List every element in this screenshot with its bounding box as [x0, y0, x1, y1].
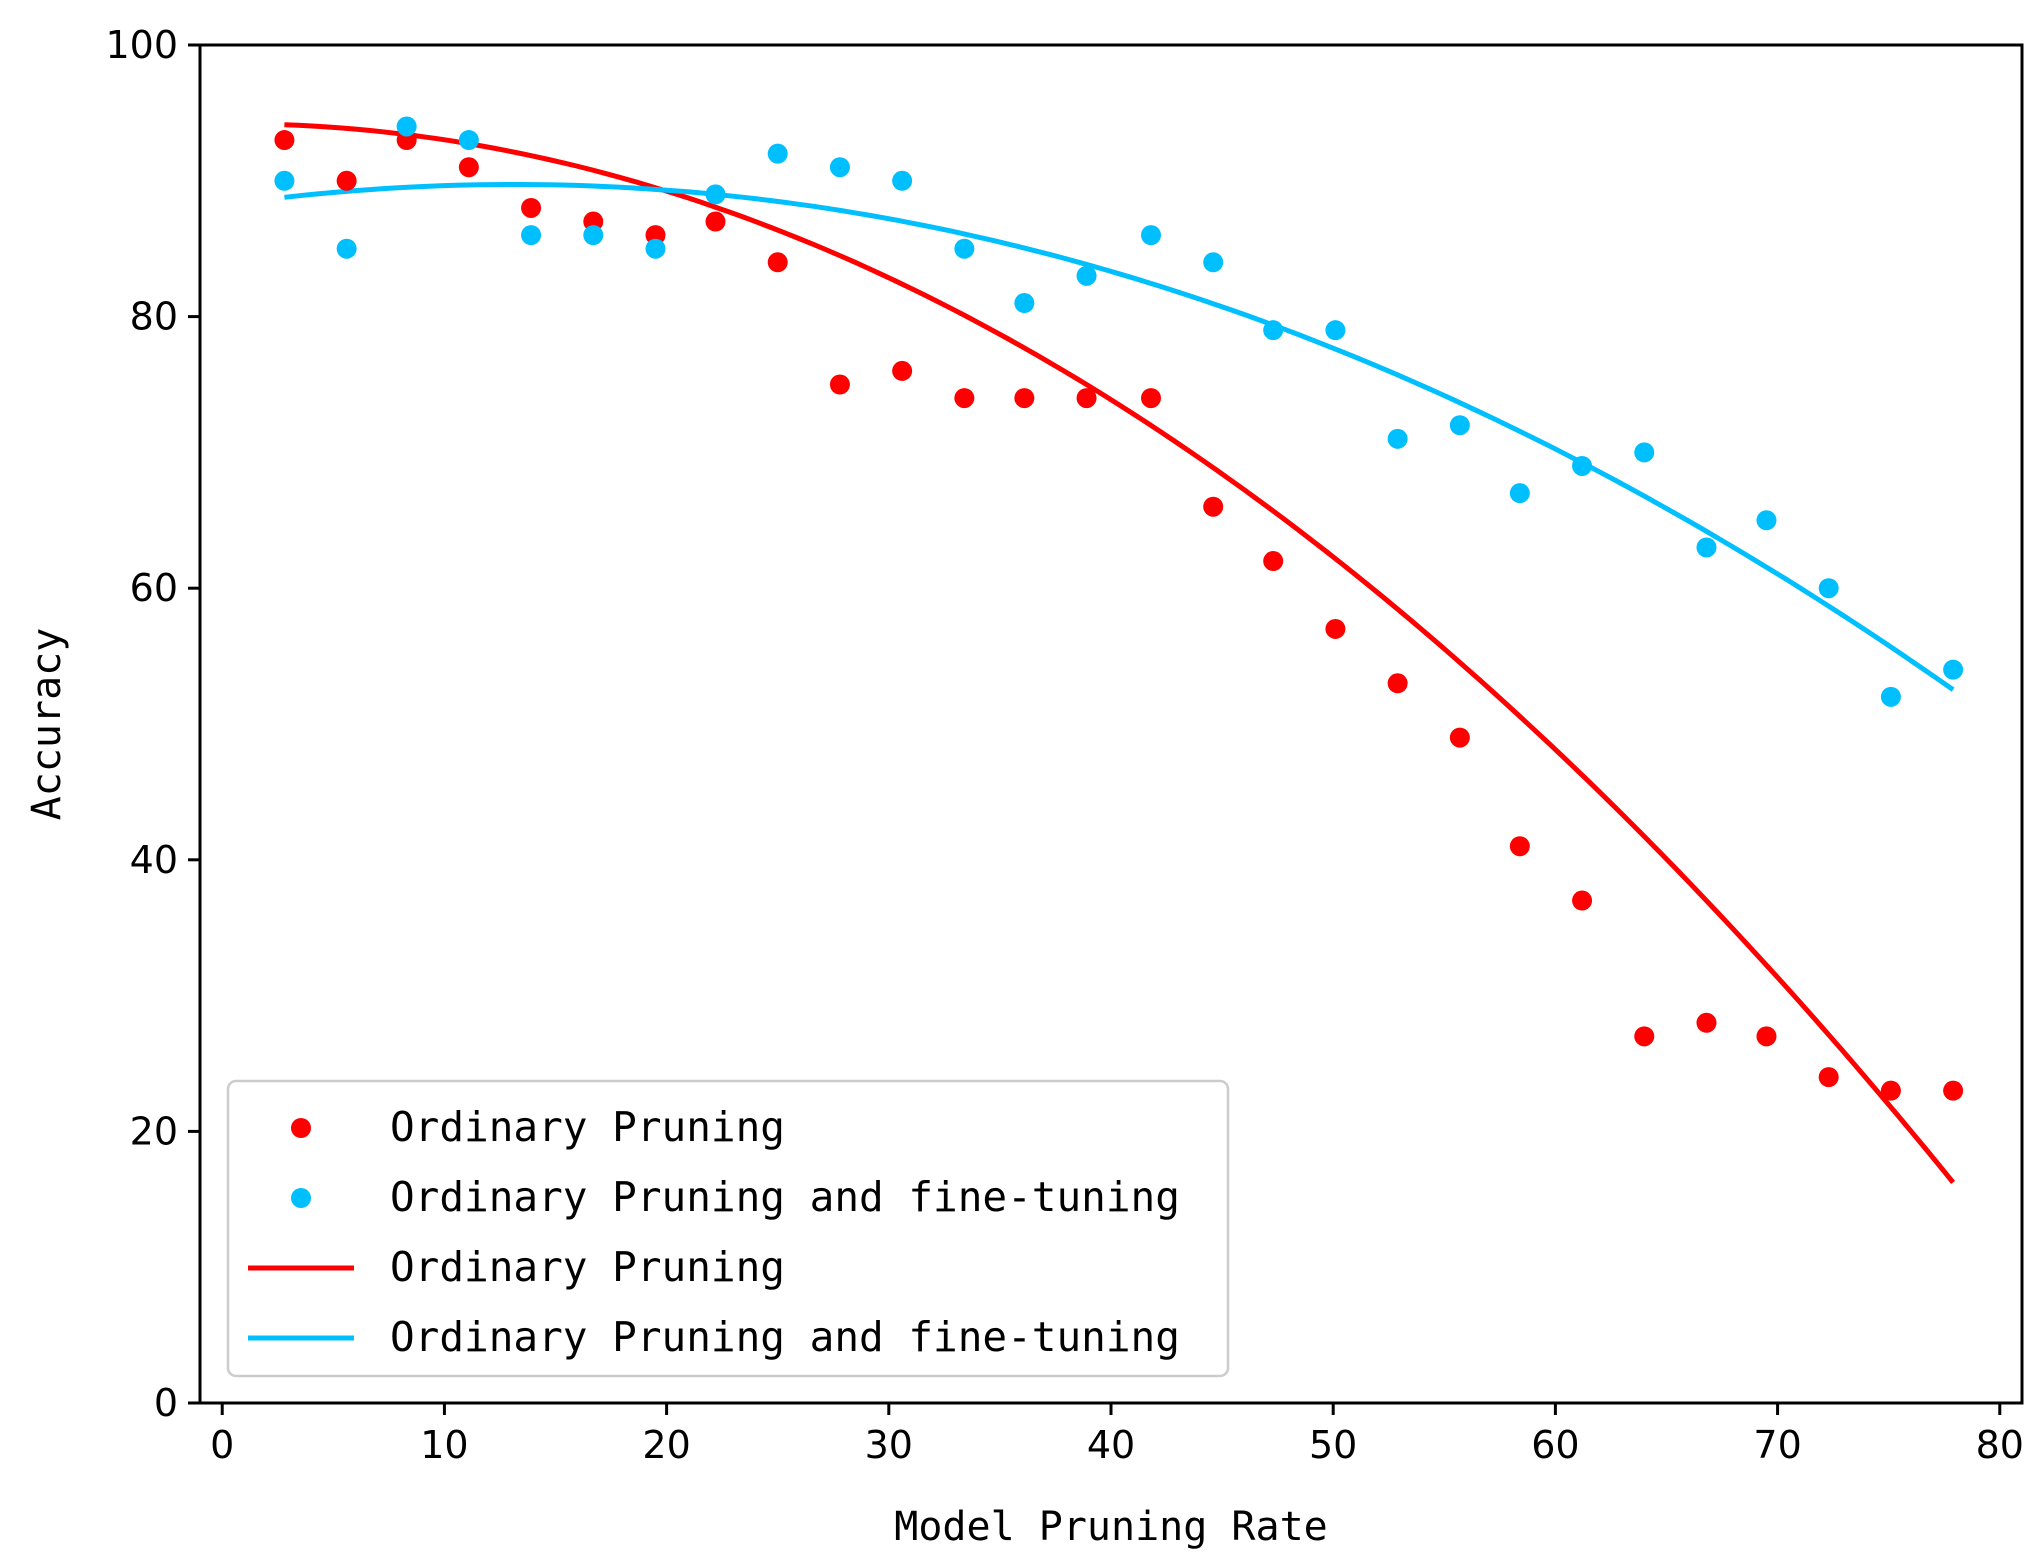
x-tick-label-6: 60: [1531, 1423, 1579, 1467]
data-point-s1-22: [1634, 442, 1655, 463]
data-point-s1-3: [458, 130, 479, 151]
data-point-s1-27: [1943, 659, 1964, 680]
y-tick-label-4: 80: [130, 295, 178, 339]
series-line-2: [284, 122, 1956, 1184]
y-tick-label-2: 40: [130, 838, 178, 882]
data-point-s0-22: [1634, 1026, 1655, 1047]
legend-label-2: Ordinary Pruning: [390, 1243, 785, 1291]
data-point-s0-15: [1203, 496, 1224, 517]
data-point-s1-4: [521, 225, 542, 246]
series-line-3: [284, 182, 1955, 692]
data-point-s1-5: [583, 225, 604, 246]
y-tick-label-1: 20: [130, 1109, 178, 1153]
data-point-s1-26: [1880, 686, 1901, 707]
data-point-s1-13: [1076, 265, 1097, 286]
data-point-s0-0: [274, 130, 295, 151]
data-point-s0-11: [954, 388, 975, 409]
data-point-s0-19: [1449, 727, 1470, 748]
data-point-s1-11: [954, 238, 975, 259]
x-tick-label-8: 80: [1976, 1423, 2024, 1467]
y-tick-label-0: 0: [154, 1381, 178, 1425]
legend-marker-1: [291, 1188, 311, 1208]
legend-label-0: Ordinary Pruning: [390, 1103, 785, 1151]
data-point-s0-25: [1818, 1067, 1839, 1088]
data-point-s0-1: [336, 170, 357, 191]
y-axis-label: Accuracy: [24, 628, 70, 821]
data-point-s0-20: [1509, 836, 1530, 857]
data-point-s0-13: [1076, 388, 1097, 409]
data-point-s0-18: [1387, 673, 1408, 694]
data-point-s1-23: [1696, 537, 1717, 558]
data-point-s1-10: [892, 170, 913, 191]
data-point-s1-2: [396, 116, 417, 137]
data-point-s0-24: [1756, 1026, 1777, 1047]
x-tick-label-5: 50: [1309, 1423, 1357, 1467]
data-point-s0-23: [1696, 1012, 1717, 1033]
legend: Ordinary Pruning Ordinary Pruning and fin…: [226, 1079, 1230, 1378]
x-tick-label-7: 70: [1753, 1423, 1801, 1467]
x-tick-label-3: 30: [865, 1423, 913, 1467]
data-point-s1-16: [1263, 320, 1284, 341]
data-point-s0-17: [1325, 618, 1346, 639]
data-point-s0-12: [1014, 388, 1035, 409]
data-point-s0-4: [521, 197, 542, 218]
data-point-s0-16: [1263, 551, 1284, 572]
data-point-s0-26: [1880, 1080, 1901, 1101]
axis-layer: 0 10 20 30 40 50 60 70 80 0 20 40 60 80 100: [105, 23, 2023, 1467]
data-point-s1-6: [645, 238, 666, 259]
x-tick-label-2: 20: [642, 1423, 690, 1467]
y-tick-label-3: 60: [130, 566, 178, 610]
data-point-s0-10: [892, 360, 913, 381]
x-tick-label-4: 40: [1087, 1423, 1135, 1467]
data-point-s1-21: [1572, 455, 1593, 476]
data-point-s1-12: [1014, 293, 1035, 314]
x-axis-label: Model Pruning Rate: [894, 1504, 1327, 1550]
legend-label-3: Ordinary Pruning and fine-tuning: [390, 1313, 1180, 1361]
data-point-s1-19: [1449, 415, 1470, 436]
data-point-s1-7: [705, 184, 726, 205]
data-point-s1-17: [1325, 320, 1346, 341]
data-point-s1-1: [336, 238, 357, 259]
data-point-s1-8: [767, 143, 788, 164]
legend-label-1: Ordinary Pruning and fine-tuning: [390, 1173, 1180, 1221]
data-point-s0-8: [767, 252, 788, 273]
data-point-s1-18: [1387, 428, 1408, 449]
data-point-s1-14: [1140, 225, 1161, 246]
data-point-s0-14: [1140, 388, 1161, 409]
data-point-s1-24: [1756, 510, 1777, 531]
plot-layer: [274, 116, 1964, 1184]
data-point-s0-9: [829, 374, 850, 395]
legend-marker-0: [291, 1118, 311, 1138]
data-point-s0-7: [705, 211, 726, 232]
data-point-s1-15: [1203, 252, 1224, 273]
data-point-s0-21: [1572, 890, 1593, 911]
y-tick-label-5: 100: [105, 23, 178, 67]
data-point-s1-25: [1818, 578, 1839, 599]
x-tick-label-1: 10: [420, 1423, 468, 1467]
data-point-s0-3: [458, 157, 479, 178]
x-tick-label-0: 0: [210, 1423, 234, 1467]
data-point-s1-9: [829, 157, 850, 178]
data-point-s0-27: [1943, 1080, 1964, 1101]
legend-box: [226, 1079, 1230, 1378]
data-point-s1-0: [274, 170, 295, 191]
data-point-s1-20: [1509, 483, 1530, 504]
